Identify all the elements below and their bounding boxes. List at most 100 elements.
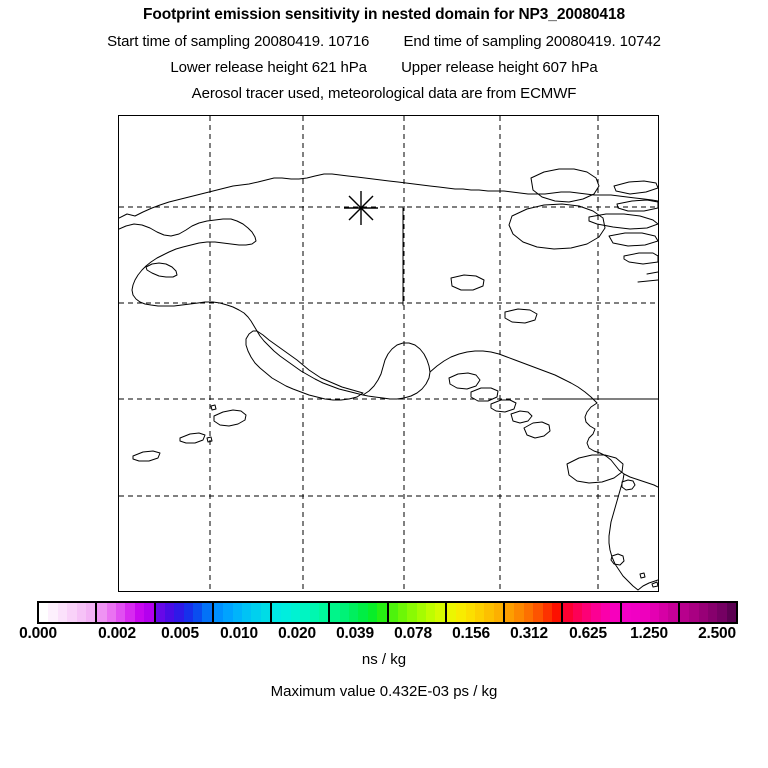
coastline-alaska-peninsula: [245, 330, 364, 401]
colorbar-step: [300, 603, 310, 622]
colorbar-step: [523, 603, 534, 622]
colorbar-block: [97, 603, 156, 622]
colorbar-tick-label: 0.312: [510, 625, 548, 642]
coastline-bc-mainland: [584, 402, 658, 488]
colorbar-step: [97, 603, 107, 622]
island-vancouver: [566, 454, 624, 484]
colorbar-block: [679, 603, 736, 622]
island-arctic-islet-4: [608, 232, 658, 247]
colorbar-step: [659, 603, 669, 622]
island-victoria: [508, 203, 606, 250]
island-arctic-islet-3: [588, 213, 658, 230]
coastline-us-west: [608, 473, 639, 591]
coastline-sf-bay-detail: [610, 553, 625, 566]
colorbar-step: [542, 603, 552, 622]
island-banks: [530, 168, 600, 203]
sampling-time-row: Start time of sampling 20080419. 10716 E…: [0, 34, 768, 49]
colorbar-block: [621, 603, 680, 622]
colorbar-step: [183, 603, 193, 622]
colorbar-tick-label: 0.000: [19, 625, 57, 642]
colorbar-step: [707, 603, 718, 622]
colorbar-tick-label: 0.078: [394, 625, 432, 642]
colorbar-step: [582, 603, 592, 622]
island-small-2: [132, 450, 161, 462]
colorbar-step: [484, 603, 494, 622]
map-gridlines: [119, 116, 658, 591]
colorbar-step: [251, 603, 261, 622]
map-canvas: [119, 116, 658, 591]
colorbar-block: [330, 603, 389, 622]
colorbar-units-label: ns / kg: [361, 651, 407, 668]
colorbar-block: [505, 603, 564, 622]
colorbar-step: [241, 603, 252, 622]
lake-great-slave: [504, 308, 538, 324]
colorbar-step: [726, 603, 736, 622]
colorbar-step: [281, 603, 291, 622]
coastline-alaska-west-detail: [145, 262, 178, 278]
island-dot-1: [210, 404, 217, 411]
colorbar-step: [260, 603, 270, 622]
colorbar-step: [679, 603, 690, 622]
island-arctic-islet-1: [613, 180, 658, 195]
colorbar-step: [39, 603, 49, 622]
colorbar-step: [358, 603, 368, 622]
colorbar-step: [134, 603, 145, 622]
colorbar-step: [533, 603, 543, 622]
colorbar-step: [493, 603, 503, 622]
island-group-alexander-1: [448, 372, 481, 390]
release-site-asterisk: [344, 191, 378, 225]
colorbar-step: [48, 603, 58, 622]
colorbar-step: [377, 603, 387, 622]
colorbar-step: [330, 603, 340, 622]
colorbar-step: [318, 603, 329, 622]
colorbar-block: [213, 603, 272, 622]
colorbar-step: [339, 603, 349, 622]
colorbar-step: [193, 603, 203, 622]
lower-release-height-label: Lower release height 621 hPa: [170, 58, 367, 76]
island-arctic-islet-2: [616, 199, 658, 212]
colorbar-tick-label: 0.020: [278, 625, 316, 642]
island-channel-1: [639, 572, 646, 579]
island-queen-charlotte: [523, 421, 551, 439]
colorbar-step: [446, 603, 457, 622]
island-group-alexander-4: [510, 410, 533, 424]
colorbar-container: [37, 601, 738, 624]
colorbar-step: [563, 603, 573, 622]
maximum-value-label: Maximum value 0.432E-03 ps / kg: [270, 683, 498, 700]
colorbar-block: [563, 603, 622, 622]
colorbar-step: [67, 603, 77, 622]
colorbar-tick-label: 0.156: [452, 625, 490, 642]
colorbar-step: [717, 603, 727, 622]
colorbar-step: [155, 603, 165, 622]
colorbar-step: [223, 603, 233, 622]
colorbar-block: [155, 603, 214, 622]
header-block: Footprint emission sensitivity in nested…: [0, 0, 768, 101]
colorbar-tick-labels: 0.000 0.002 0.005 0.010 0.020 0.039 0.078 0.156…: [0, 626, 768, 646]
colorbar-step: [76, 603, 86, 622]
coastline-paths: [119, 168, 658, 591]
colorbar-step: [290, 603, 301, 622]
colorbar-step: [213, 603, 224, 622]
colorbar-step: [125, 603, 135, 622]
colorbar-step: [621, 603, 631, 622]
colorbar-step: [397, 603, 408, 622]
colorbar-step: [232, 603, 242, 622]
colorbar-tick-label: 0.625: [569, 625, 607, 642]
colorbar-step: [698, 603, 708, 622]
island-arctic-islet-5: [623, 252, 658, 265]
colorbar-step: [551, 603, 562, 622]
lake-great-bear: [450, 274, 485, 291]
colorbar-step: [85, 603, 96, 622]
coastline-se-alaska-mainland: [429, 350, 598, 404]
colorbar-tick-label: 0.010: [220, 625, 258, 642]
colorbar-tick-label: 0.039: [336, 625, 374, 642]
colorbar-step: [610, 603, 620, 622]
coastline-baja: [637, 579, 658, 591]
colorbar-step: [630, 603, 641, 622]
colorbar-step: [407, 603, 417, 622]
end-time-label: End time of sampling 20080419. 10742: [403, 32, 661, 50]
colorbar-step: [426, 603, 436, 622]
upper-release-height-label: Upper release height 607 hPa: [401, 58, 598, 76]
colorbar-step: [591, 603, 601, 622]
colorbar-step: [272, 603, 282, 622]
